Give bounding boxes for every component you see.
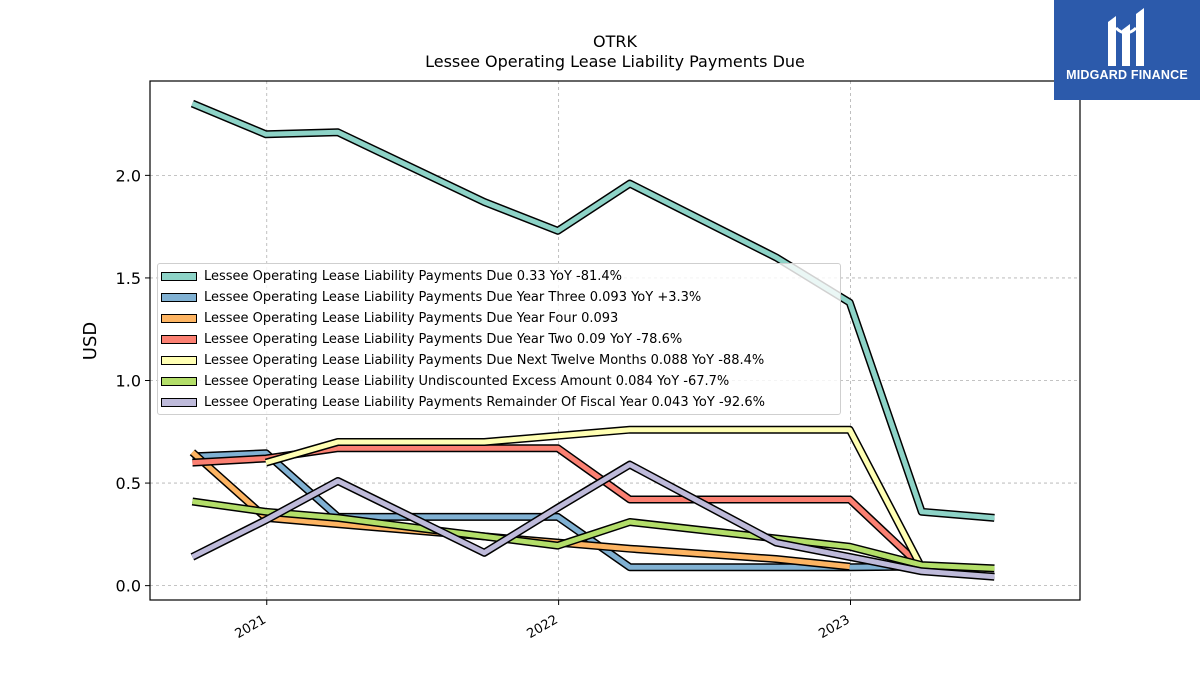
legend-item: Lessee Operating Lease Liability Payment… <box>158 310 842 328</box>
legend-label: Lessee Operating Lease Liability Undisco… <box>204 374 730 389</box>
midgard-logo-icon <box>1108 8 1144 66</box>
series-lines <box>189 99 995 581</box>
y-tick-label: 1.0 <box>116 372 141 391</box>
series-stroke <box>191 462 995 580</box>
chart-subtitle: Lessee Operating Lease Liability Payment… <box>425 52 805 71</box>
legend-label: Lessee Operating Lease Liability Payment… <box>204 395 765 410</box>
y-tick-label: 2.0 <box>116 166 141 185</box>
series-stroke <box>191 101 995 521</box>
series-line-1 <box>190 99 995 522</box>
chart-legend: Lessee Operating Lease Liability Payment… <box>157 263 841 415</box>
legend-label: Lessee Operating Lease Liability Payment… <box>204 353 765 368</box>
legend-swatch <box>161 272 197 281</box>
series-line-6 <box>191 497 995 573</box>
legend-swatch <box>161 335 197 344</box>
legend-swatch <box>161 377 197 386</box>
y-axis-label: USD <box>80 322 101 360</box>
chart-title: OTRK <box>593 32 637 51</box>
y-tick-label: 1.5 <box>116 269 141 288</box>
series-stroke <box>265 427 924 569</box>
series-stroke <box>192 499 995 571</box>
legend-item: Lessee Operating Lease Liability Undisco… <box>158 373 842 391</box>
legend-swatch <box>161 356 197 365</box>
legend-swatch <box>161 398 197 407</box>
legend-label: Lessee Operating Lease Liability Payment… <box>204 311 619 326</box>
y-axis-ticks: 0.0 0.5 1.0 1.5 2.0 <box>116 166 150 596</box>
legend-label: Lessee Operating Lease Liability Payment… <box>204 290 702 305</box>
x-tick-label: 2023 <box>816 612 852 642</box>
x-tick-label: 2021 <box>233 612 269 642</box>
brand-logo: MIDGARD FINANCE <box>1054 0 1200 100</box>
plot-area-frame <box>149 80 1081 601</box>
y-tick-label: 0.0 <box>116 577 141 596</box>
legend-item: Lessee Operating Lease Liability Payment… <box>158 289 842 307</box>
x-axis-ticks: 2021 2022 2023 <box>233 600 852 642</box>
legend-swatch <box>161 293 197 302</box>
legend-item: Lessee Operating Lease Liability Payment… <box>158 331 842 349</box>
legend-label: Lessee Operating Lease Liability Payment… <box>204 332 683 347</box>
legend-item: Lessee Operating Lease Liability Payment… <box>158 352 842 370</box>
legend-swatch <box>161 314 197 323</box>
legend-label: Lessee Operating Lease Liability Payment… <box>204 269 623 284</box>
legend-item: Lessee Operating Lease Liability Payment… <box>158 268 842 286</box>
legend-item: Lessee Operating Lease Liability Payment… <box>158 394 842 412</box>
series-line-7 <box>190 460 995 581</box>
y-tick-label: 0.5 <box>116 474 141 493</box>
series-line-5 <box>264 425 926 570</box>
x-tick-label: 2022 <box>524 612 560 642</box>
brand-name: MIDGARD FINANCE <box>1066 68 1188 82</box>
